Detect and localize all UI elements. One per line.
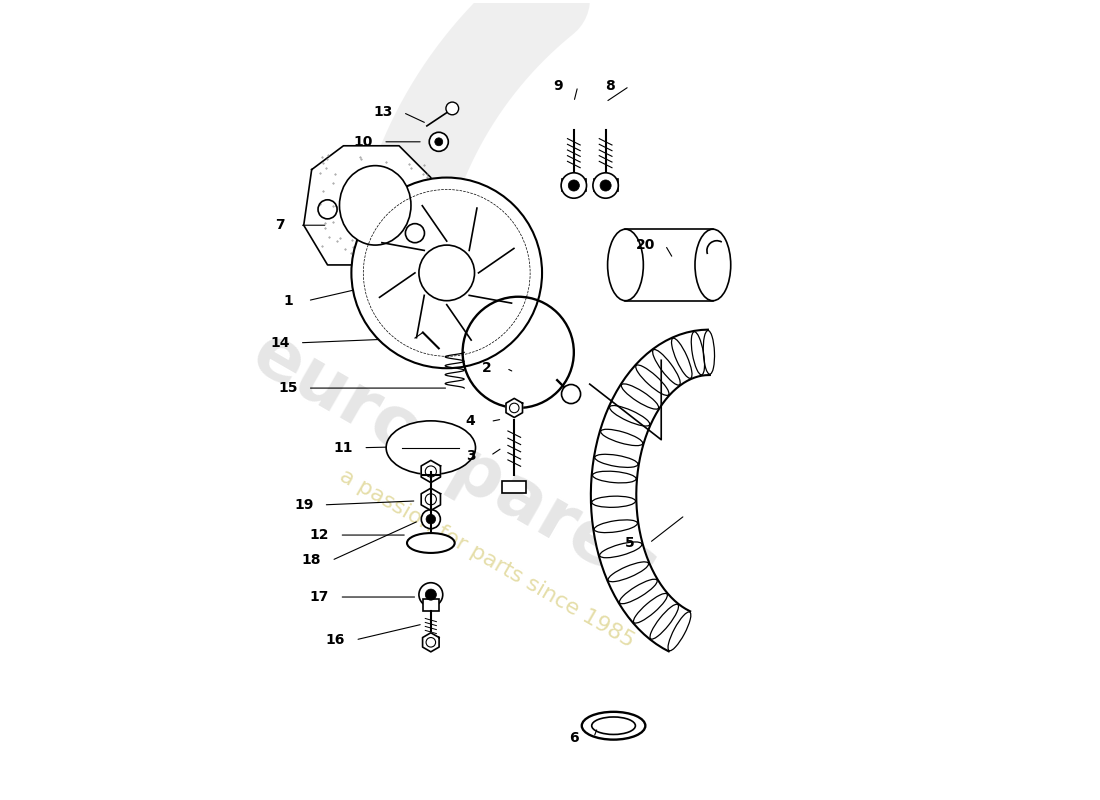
- Text: 2: 2: [482, 362, 492, 375]
- Ellipse shape: [407, 533, 454, 553]
- Polygon shape: [422, 633, 439, 652]
- Circle shape: [446, 102, 459, 114]
- Text: 19: 19: [294, 498, 313, 512]
- Ellipse shape: [607, 229, 644, 301]
- Text: 16: 16: [326, 633, 345, 647]
- Circle shape: [426, 589, 437, 600]
- Text: a passion for parts since 1985: a passion for parts since 1985: [336, 466, 637, 652]
- Text: 17: 17: [310, 590, 329, 604]
- Circle shape: [561, 385, 581, 403]
- Polygon shape: [421, 488, 440, 510]
- Text: 4: 4: [465, 414, 475, 429]
- Text: 5: 5: [625, 536, 635, 550]
- Text: 11: 11: [333, 441, 353, 454]
- Text: 6: 6: [569, 730, 579, 745]
- Polygon shape: [506, 398, 522, 418]
- Text: 1: 1: [283, 294, 293, 308]
- Circle shape: [561, 173, 586, 198]
- Circle shape: [429, 132, 449, 151]
- Text: 8: 8: [605, 79, 615, 93]
- Ellipse shape: [386, 421, 475, 474]
- Circle shape: [419, 245, 474, 301]
- Circle shape: [419, 582, 442, 606]
- Text: 9: 9: [553, 79, 563, 93]
- Polygon shape: [591, 330, 710, 651]
- Text: 3: 3: [465, 449, 475, 462]
- Text: 18: 18: [301, 554, 321, 567]
- Circle shape: [569, 180, 580, 191]
- Circle shape: [434, 138, 442, 146]
- Bar: [422, 598, 439, 610]
- Circle shape: [351, 178, 542, 368]
- Text: 20: 20: [636, 238, 654, 252]
- Text: 7: 7: [275, 218, 285, 232]
- Ellipse shape: [695, 229, 730, 301]
- Text: eurospares: eurospares: [240, 319, 670, 608]
- Circle shape: [426, 514, 436, 524]
- Circle shape: [421, 510, 440, 529]
- FancyBboxPatch shape: [594, 179, 617, 191]
- Ellipse shape: [340, 166, 411, 245]
- Circle shape: [593, 173, 618, 198]
- Circle shape: [601, 180, 612, 191]
- FancyBboxPatch shape: [562, 179, 586, 191]
- Polygon shape: [304, 146, 439, 265]
- Text: 14: 14: [271, 336, 289, 350]
- Text: 15: 15: [278, 381, 298, 395]
- Polygon shape: [421, 460, 440, 482]
- Text: 13: 13: [374, 106, 393, 119]
- Text: 10: 10: [353, 135, 373, 149]
- FancyBboxPatch shape: [503, 481, 526, 493]
- Text: 12: 12: [310, 528, 329, 542]
